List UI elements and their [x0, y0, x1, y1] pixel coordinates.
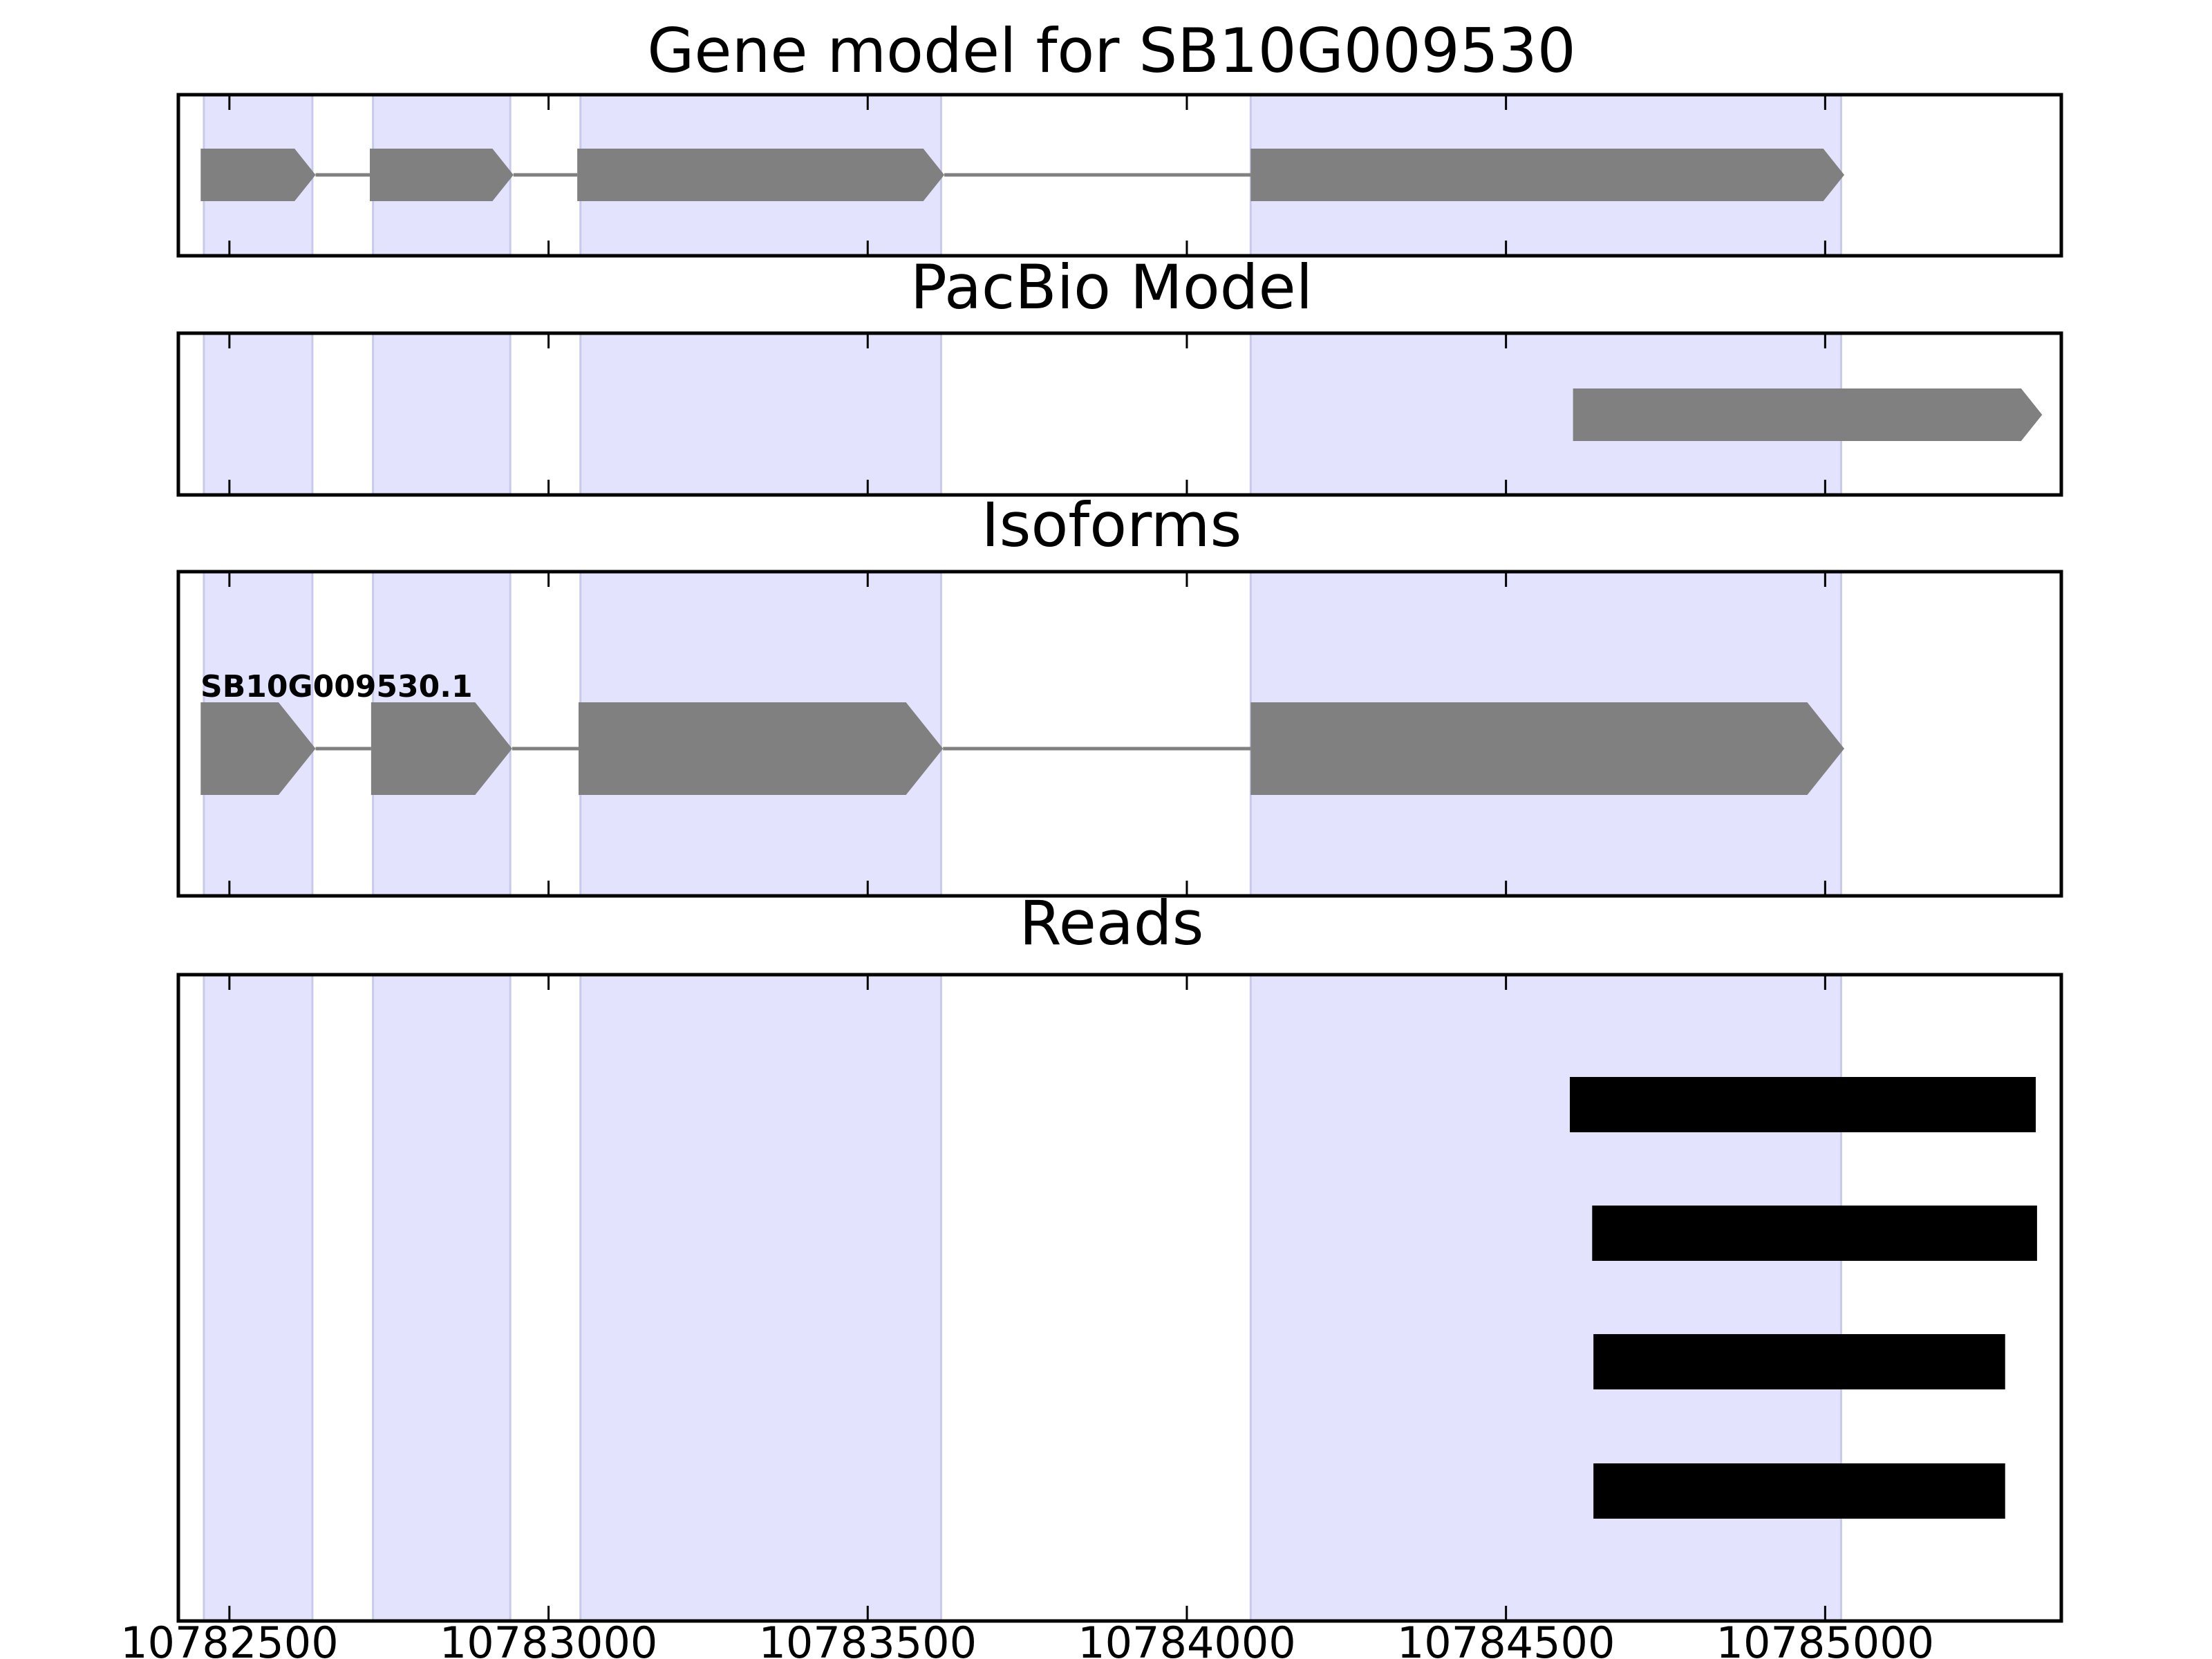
read-bar — [1592, 1206, 2037, 1261]
highlight-region — [579, 973, 942, 1622]
panel-gene-model: Gene model for SB10G009530 — [176, 15, 2063, 258]
exon-block — [370, 149, 514, 201]
x-tick-label: 10783500 — [758, 1618, 977, 1659]
panel-reads-features — [1569, 1077, 2037, 1519]
panel-reads-frame — [176, 973, 2063, 1623]
panel-isoforms: Isoforms SB10G009530.1 — [176, 489, 2063, 898]
highlight-region — [203, 332, 314, 496]
panel-pacbio-model-features — [1573, 388, 2043, 441]
x-tick-label: 10783000 — [440, 1618, 658, 1659]
exon-block — [578, 702, 944, 795]
panel-pacbio-model-frame — [176, 331, 2063, 497]
panel-title-gene-model: Gene model for SB10G009530 — [647, 15, 1576, 86]
highlight-region — [203, 973, 314, 1622]
panel-isoforms-ticks — [228, 572, 1826, 896]
read-bar — [1593, 1334, 2005, 1389]
exon-block — [1250, 149, 1845, 201]
panel-gene-model-features — [200, 149, 1845, 201]
panel-isoforms-features — [200, 702, 1845, 795]
exon-block — [200, 149, 316, 201]
panel-title-isoforms: Isoforms — [982, 489, 1242, 561]
isoform-label: SB10G009530.1 — [200, 669, 473, 704]
panel-reads: Reads — [176, 888, 2063, 1623]
x-axis-tick-labels: 10782500 10783000 10783500 10784000 10784500… — [120, 1618, 1934, 1659]
panel-title-pacbio-model: PacBio Model — [910, 252, 1313, 323]
panel-title-reads: Reads — [1020, 888, 1204, 959]
x-tick-label: 10785000 — [1716, 1618, 1935, 1659]
x-tick-label: 10784000 — [1078, 1618, 1296, 1659]
x-tick-label: 10784500 — [1397, 1618, 1615, 1659]
panel-gene-model-frame — [176, 93, 2063, 258]
exon-block — [577, 149, 945, 201]
exon-block — [1573, 388, 2043, 441]
highlight-region — [579, 332, 942, 496]
exon-block — [371, 702, 512, 795]
highlight-region — [1249, 973, 1842, 1622]
panel-isoforms-frame — [176, 570, 2063, 898]
exon-block — [1250, 702, 1845, 795]
exon-block — [200, 702, 316, 795]
read-bar — [1593, 1463, 2005, 1519]
panel-reads-ticks — [228, 975, 1826, 1621]
x-tick-label: 10782500 — [120, 1618, 339, 1659]
panel-gene-model-ticks — [228, 95, 1826, 256]
panel-pacbio-model: PacBio Model — [176, 252, 2063, 497]
highlight-region — [372, 973, 512, 1622]
panel-pacbio-model-ticks — [228, 333, 1826, 495]
read-bar — [1569, 1077, 2036, 1132]
highlight-region — [372, 332, 512, 496]
